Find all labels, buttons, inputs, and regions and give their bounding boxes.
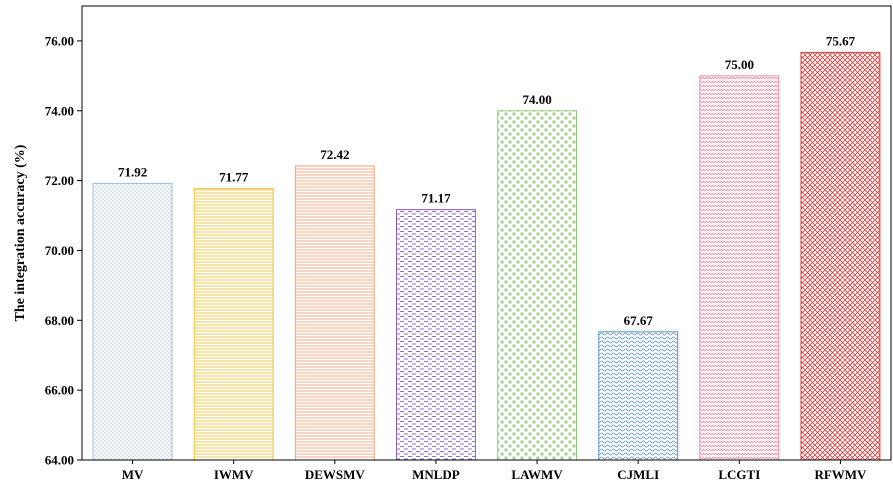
bar-rfwmv bbox=[800, 51, 881, 461]
y-tick-label: 66.00 bbox=[45, 383, 74, 398]
plot-frame bbox=[81, 5, 892, 461]
x-tick-label-dewsmv: DEWSMV bbox=[305, 467, 366, 482]
x-tick-label-mnldp: MNLDP bbox=[412, 467, 460, 482]
data-label-rfwmv: 75.67 bbox=[826, 33, 856, 48]
bar-dewsmv bbox=[294, 165, 375, 461]
data-label-iwmv: 71.77 bbox=[219, 170, 249, 185]
x-tick-label-cjmli: CJMLI bbox=[617, 467, 659, 482]
bars-group bbox=[92, 51, 881, 461]
data-label-lawmv: 74.00 bbox=[522, 92, 551, 107]
x-axis: MV IWMV DEWSMV MNLDP LAWMV CJMLI LCGTI RFWMV bbox=[122, 460, 867, 482]
data-label-cjmli: 67.67 bbox=[624, 313, 654, 328]
bar-mnldp bbox=[395, 209, 476, 461]
data-labels-group: 71.92 71.77 72.42 71.17 74.00 67.67 75.00 75.67 bbox=[118, 33, 856, 327]
x-tick-label-lcgti: LCGTI bbox=[718, 467, 760, 482]
x-tick-label-lawmv: LAWMV bbox=[511, 467, 563, 482]
y-tick-label: 76.00 bbox=[45, 33, 74, 48]
y-tick-label: 74.00 bbox=[45, 103, 74, 118]
y-axis-title: The integration accuracy (%) bbox=[13, 144, 28, 321]
x-tick-label-iwmv: IWMV bbox=[214, 467, 254, 482]
y-axis: 64.00 66.00 68.00 70.00 72.00 74.00 76.00 bbox=[45, 33, 82, 468]
data-label-mv: 71.92 bbox=[118, 164, 147, 179]
y-tick-label: 72.00 bbox=[45, 173, 74, 188]
y-tick-label: 70.00 bbox=[45, 243, 74, 258]
data-label-mnldp: 71.17 bbox=[421, 191, 451, 206]
x-tick-label-rfwmv: RFWMV bbox=[814, 467, 867, 482]
bar-lawmv bbox=[497, 110, 578, 461]
y-tick-label: 64.00 bbox=[45, 453, 74, 468]
x-tick-label-mv: MV bbox=[122, 467, 144, 482]
y-tick-label: 68.00 bbox=[45, 313, 74, 328]
bar-cjmli bbox=[598, 331, 679, 461]
bar-mv bbox=[92, 182, 173, 461]
bar-iwmv bbox=[193, 188, 274, 461]
data-label-lcgti: 75.00 bbox=[725, 57, 754, 72]
data-label-dewsmv: 72.42 bbox=[320, 147, 349, 162]
bar-lcgti bbox=[699, 75, 780, 461]
